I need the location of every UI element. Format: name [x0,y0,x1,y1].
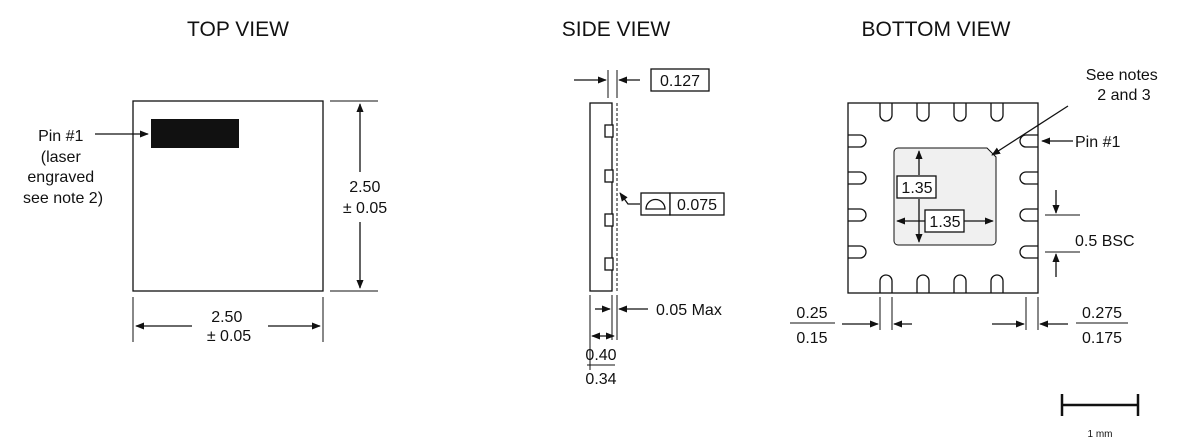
flatness-symbol-box [640,192,671,216]
side-view-title: SIDE VIEW [562,18,671,41]
flatness-symbol-icon [645,198,666,210]
side-view: SIDE VIEW 0.127 ⌓ 0.075 0.05 Max 0.40 [562,18,725,388]
top-view: TOP VIEW Pin #1 (laser engraved see note… [23,18,387,345]
bottom-leads-right [1019,134,1038,259]
standoff-dim: 0.05 Max [656,302,722,319]
flatness-value: 0.075 [677,197,717,214]
top-width-dim: 2.50 ± 0.05 [207,309,251,345]
side-top-dim-box [650,68,710,92]
pad-width: 1.35 [929,214,960,231]
lead-length-min: 0.175 [1082,330,1122,347]
top-height-dim: 2.50 ± 0.05 [343,179,387,217]
lead-width-min: 0.15 [796,330,827,347]
bottom-pin1-label: Pin #1 [1075,134,1120,151]
thickness-min: 0.34 [585,371,616,388]
side-view-body [589,102,613,292]
bottom-leads-bottom [879,274,1004,293]
scale-bar-label: 1 mm [1088,429,1113,440]
pitch-dim: 0.5 BSC [1075,233,1135,250]
pad-width-box [924,209,965,233]
bottom-leads-left [848,134,867,259]
flatness-value-box [669,192,725,216]
top-pin1-label: Pin #1 (laser engraved see note 2) [23,128,103,207]
pad-height-box [896,175,937,199]
lead-width-max: 0.25 [796,305,827,322]
side-top-dim: 0.127 [660,73,700,90]
bottom-leads-top [879,103,1004,122]
scale-bar: 1 mm [1060,394,1140,440]
side-leads [604,124,614,271]
pin1-marker [151,119,239,148]
bottom-view-title: BOTTOM VIEW [862,18,1011,41]
top-view-title: TOP VIEW [187,18,289,41]
lead-length-max: 0.275 [1082,305,1122,322]
bottom-notes: See notes 2 and 3 [1086,67,1163,104]
bottom-view: BOTTOM VIEW [790,18,1163,347]
pad-height: 1.35 [901,180,932,197]
thickness-max: 0.40 [585,347,616,364]
